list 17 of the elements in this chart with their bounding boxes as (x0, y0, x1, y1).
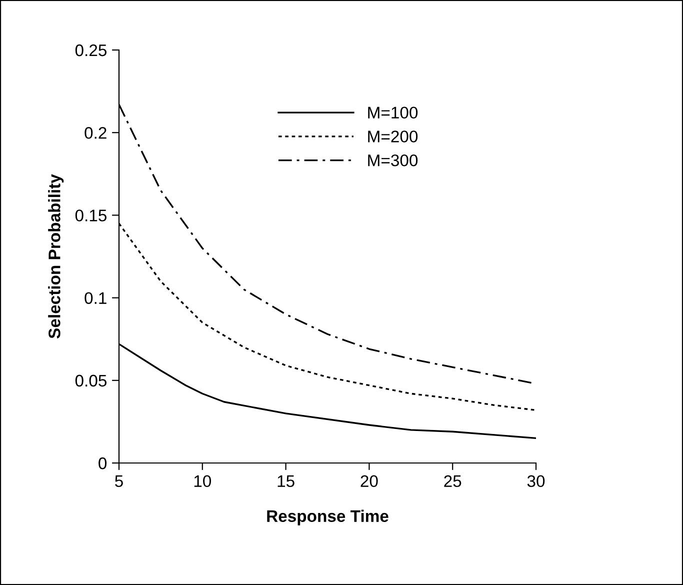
y-tick-label: 0.15 (75, 210, 106, 222)
y-tick-label: 0 (98, 457, 107, 470)
x-axis-title: Response Time (267, 510, 388, 526)
y-axis-title: Selection Probability (48, 174, 64, 338)
y-tick-label: 0.05 (75, 374, 106, 387)
x-tick-label: 30 (527, 475, 545, 488)
legend-label: M=200 (368, 130, 418, 142)
x-tick-label: 10 (194, 475, 212, 488)
y-tick-label: 0.2 (84, 127, 106, 139)
x-tick-label: 15 (278, 475, 294, 488)
x-tick-label: 5 (115, 475, 123, 488)
y-tick-label: 0.1 (84, 292, 106, 304)
x-tick-label: 20 (360, 475, 378, 488)
legend-label: M=100 (368, 106, 418, 119)
x-tick-label: 25 (444, 475, 462, 488)
y-tick-label: 0.25 (75, 44, 106, 56)
legend-label: M=300 (368, 154, 418, 166)
